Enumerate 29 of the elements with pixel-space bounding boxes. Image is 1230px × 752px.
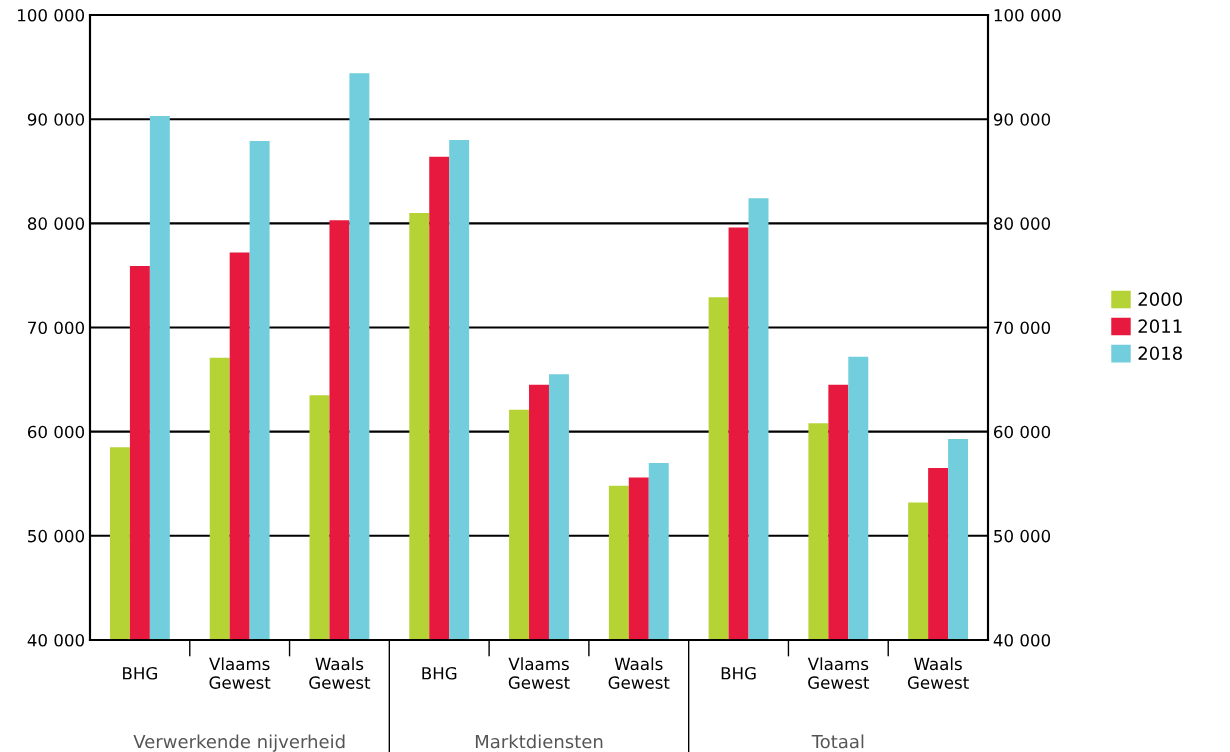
x-tick-label: BHG [123, 666, 157, 680]
x-tick-label: Waals Gewest [907, 657, 969, 689]
y-tick-label: 100 000 [18, 8, 85, 22]
y2-tick-label: 100 000 [994, 8, 1061, 22]
legend-label: 2018 [1138, 346, 1182, 361]
y2-tick-label: 40 000 [993, 633, 1051, 647]
y-tick-label: 90 000 [27, 113, 85, 126]
legend-label: 2000 [1138, 292, 1182, 306]
x-tick-label: Vlaams Gewest [508, 657, 570, 689]
x-tick-label: Waals Gewest [608, 657, 670, 689]
y2-tick-label: 80 000 [993, 217, 1051, 230]
y2-tick-label: 90 000 [993, 113, 1051, 126]
y2-tick-label: 60 000 [994, 425, 1051, 439]
y2-tick-label: 70 000 [994, 321, 1051, 335]
x-tick-label: BHG [721, 666, 756, 680]
text: Totaal [811, 734, 864, 749]
x-tick-label: BHG [422, 666, 457, 680]
y-tick-label: 50 000 [28, 529, 85, 543]
x-tick-label: Vlaams Gewest [807, 657, 870, 689]
x-tick-label: Vlaams Gewest [209, 657, 271, 689]
text: Marktdiensten [475, 734, 603, 749]
text: Verwerkende nijverheid [133, 734, 345, 752]
legend-label: 2011 [1138, 319, 1182, 334]
x-tick-label: Waals Gewest [309, 657, 371, 689]
y-tick-label: 40 000 [27, 633, 85, 647]
y2-tick-label: 50 000 [994, 529, 1051, 543]
y-tick-label: 80 000 [27, 217, 85, 230]
y-tick-label: 70 000 [28, 321, 85, 335]
y-tick-label: 60 000 [27, 425, 85, 439]
